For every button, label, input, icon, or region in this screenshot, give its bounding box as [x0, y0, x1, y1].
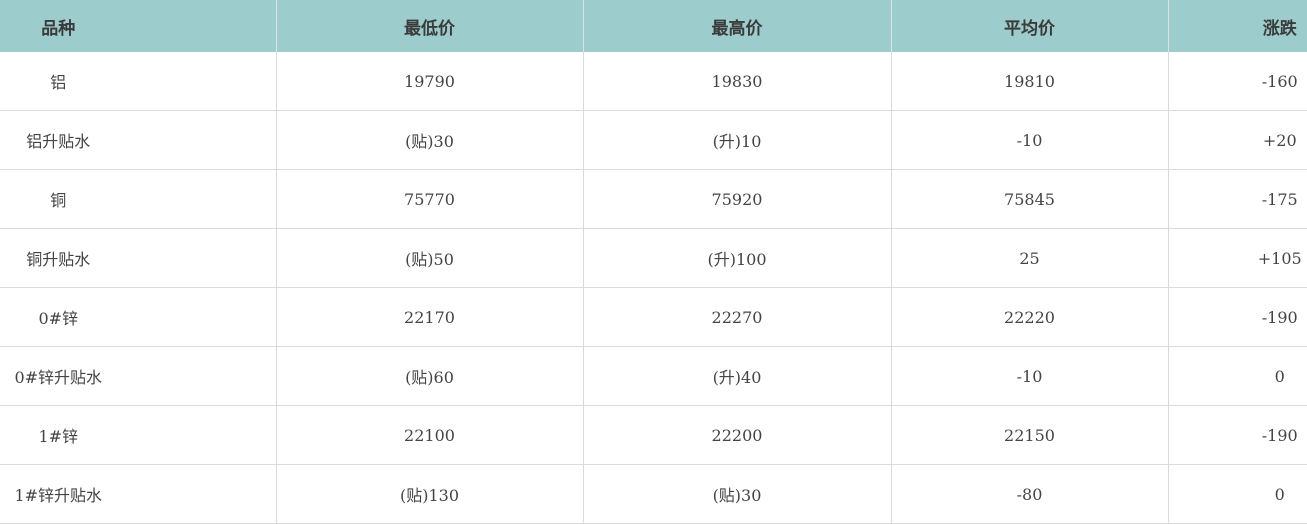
cell-variety: 1#锌 — [0, 405, 277, 465]
cell-change: -190 — [1168, 287, 1307, 347]
table-row: 1#锌升贴水 (贴)130 (贴)30 -80 0 — [0, 464, 1307, 524]
cell-high-price: (贴)30 — [583, 464, 892, 524]
cell-variety: 铜升贴水 — [0, 228, 277, 288]
cell-low-price: (贴)60 — [276, 346, 584, 406]
cell-high-price: 22200 — [583, 405, 892, 465]
cell-high-price: (升)100 — [583, 228, 892, 288]
cell-low-price: 22170 — [276, 287, 584, 347]
cell-variety: 0#锌 — [0, 287, 277, 347]
table-row: 铝 19790 19830 19810 -160 — [0, 52, 1307, 111]
cell-avg-price: 75845 — [891, 169, 1169, 229]
cell-avg-price: 25 — [891, 228, 1169, 288]
cell-high-price: 19830 — [583, 52, 892, 111]
table-row: 铜 75770 75920 75845 -175 — [0, 169, 1307, 229]
cell-high-price: (升)40 — [583, 346, 892, 406]
cell-high-price: 75920 — [583, 169, 892, 229]
table-row: 0#锌升贴水 (贴)60 (升)40 -10 0 — [0, 346, 1307, 406]
cell-variety: 铝 — [0, 52, 277, 111]
header-change: 涨跌 — [1168, 0, 1307, 52]
cell-low-price: 75770 — [276, 169, 584, 229]
header-avg-price: 平均价 — [891, 0, 1169, 52]
cell-variety: 0#锌升贴水 — [0, 346, 277, 406]
cell-avg-price: -80 — [891, 464, 1169, 524]
header-high-price: 最高价 — [583, 0, 892, 52]
table-row: 铜升贴水 (贴)50 (升)100 25 +105 — [0, 228, 1307, 288]
cell-high-price: (升)10 — [583, 110, 892, 170]
cell-change: -175 — [1168, 169, 1307, 229]
table-row: 1#锌 22100 22200 22150 -190 — [0, 405, 1307, 465]
cell-change: +20 — [1168, 110, 1307, 170]
cell-avg-price: -10 — [891, 346, 1169, 406]
cell-change: -160 — [1168, 52, 1307, 111]
cell-low-price: (贴)30 — [276, 110, 584, 170]
cell-change: 0 — [1168, 346, 1307, 406]
cell-change: 0 — [1168, 464, 1307, 524]
header-variety: 品种 — [0, 0, 277, 52]
cell-variety: 1#锌升贴水 — [0, 464, 277, 524]
header-row: 品种 最低价 最高价 平均价 涨跌 — [0, 0, 1307, 52]
header-low-price: 最低价 — [276, 0, 584, 52]
cell-high-price: 22270 — [583, 287, 892, 347]
cell-low-price: (贴)50 — [276, 228, 584, 288]
cell-change: -190 — [1168, 405, 1307, 465]
cell-low-price: 22100 — [276, 405, 584, 465]
cell-variety: 铝升贴水 — [0, 110, 277, 170]
cell-change: +105 — [1168, 228, 1307, 288]
cell-avg-price: -10 — [891, 110, 1169, 170]
table-row: 0#锌 22170 22270 22220 -190 — [0, 287, 1307, 347]
cell-avg-price: 19810 — [891, 52, 1169, 111]
table-row: 铝升贴水 (贴)30 (升)10 -10 +20 — [0, 110, 1307, 170]
cell-low-price: 19790 — [276, 52, 584, 111]
cell-variety: 铜 — [0, 169, 277, 229]
cell-avg-price: 22150 — [891, 405, 1169, 465]
cell-avg-price: 22220 — [891, 287, 1169, 347]
cell-low-price: (贴)130 — [276, 464, 584, 524]
